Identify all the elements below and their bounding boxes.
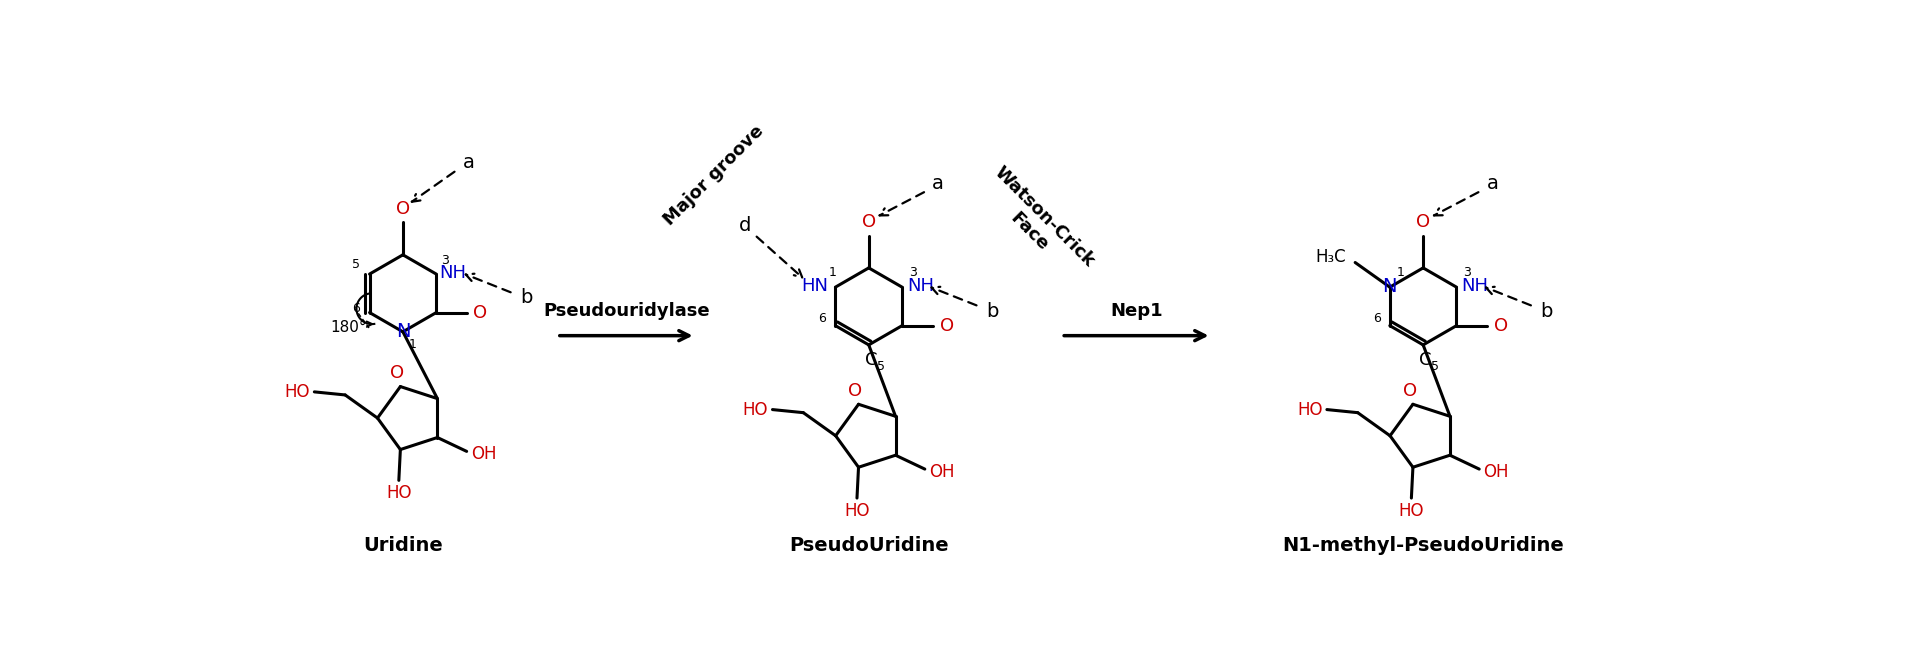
Text: a: a <box>932 174 944 193</box>
Text: HO: HO <box>284 383 309 401</box>
Text: a: a <box>1486 174 1499 193</box>
Text: Watson-Crick
Face: Watson-Crick Face <box>976 163 1097 285</box>
Text: HO: HO <box>1399 502 1424 520</box>
Text: O: O <box>861 213 876 231</box>
Text: NH: NH <box>440 264 467 283</box>
Text: b: b <box>1540 302 1553 321</box>
Text: O: O <box>396 199 409 218</box>
Text: O: O <box>390 364 404 383</box>
Text: N1-methyl-PseudoUridine: N1-methyl-PseudoUridine <box>1282 536 1565 555</box>
Text: O: O <box>940 317 953 335</box>
Text: Pseudouridylase: Pseudouridylase <box>542 302 709 320</box>
Text: 5: 5 <box>352 258 361 271</box>
Text: 1: 1 <box>409 338 417 351</box>
Text: 3: 3 <box>1463 266 1470 279</box>
Text: O: O <box>848 382 863 400</box>
Text: HO: HO <box>1297 401 1322 419</box>
Text: O: O <box>473 303 486 322</box>
Text: 5: 5 <box>1432 360 1440 373</box>
Text: HO: HO <box>386 485 411 502</box>
Text: 1: 1 <box>1397 266 1405 279</box>
Text: OH: OH <box>1484 463 1509 481</box>
Text: Major groove: Major groove <box>659 122 767 229</box>
Text: NH: NH <box>1461 277 1488 296</box>
Text: N: N <box>396 322 409 341</box>
Text: Uridine: Uridine <box>363 536 442 555</box>
Text: 6: 6 <box>1372 312 1380 325</box>
Text: O: O <box>1493 317 1509 335</box>
Text: OH: OH <box>928 463 955 481</box>
Text: 5: 5 <box>876 360 884 373</box>
Text: 180°: 180° <box>331 320 367 336</box>
Text: HO: HO <box>844 502 871 520</box>
Text: 6: 6 <box>819 312 826 325</box>
Text: b: b <box>986 302 998 321</box>
Text: d: d <box>740 216 752 235</box>
Text: HN: HN <box>801 277 828 296</box>
Text: HO: HO <box>742 401 769 419</box>
Text: OH: OH <box>471 445 496 464</box>
Text: 1: 1 <box>828 266 838 279</box>
Text: PseudoUridine: PseudoUridine <box>788 536 949 555</box>
Text: NH: NH <box>907 277 934 296</box>
Text: b: b <box>521 288 532 307</box>
Text: H₃C: H₃C <box>1315 248 1345 266</box>
Text: N: N <box>1382 277 1395 296</box>
Text: 6: 6 <box>352 302 359 315</box>
Text: C: C <box>865 351 876 370</box>
Text: O: O <box>1403 382 1417 400</box>
Text: 3: 3 <box>909 266 917 279</box>
Text: O: O <box>1417 213 1430 231</box>
Text: 3: 3 <box>442 254 450 267</box>
Text: Nep1: Nep1 <box>1111 302 1163 320</box>
Text: C: C <box>1418 351 1432 370</box>
Text: a: a <box>463 153 475 172</box>
